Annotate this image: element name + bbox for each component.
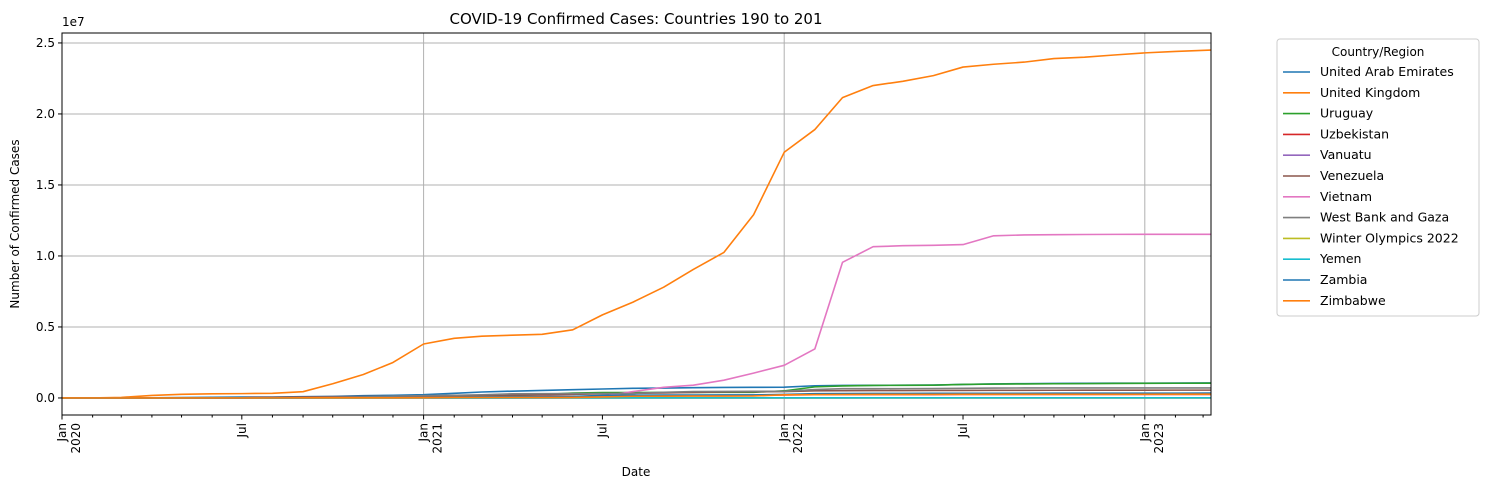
series-line-zimbabwe: [62, 393, 1211, 399]
x-tick-label: Jul: [956, 423, 970, 438]
x-tick-label: Jul: [595, 423, 609, 438]
legend-label-winter-olympics-2022: Winter Olympics 2022: [1320, 230, 1459, 245]
x-tick-year-label: 2023: [1152, 423, 1166, 454]
legend-frame: [1276, 38, 1480, 317]
legend-title: Country/Region: [1332, 45, 1425, 59]
x-axis-label: Date: [622, 465, 651, 479]
plot-frame-background: [62, 33, 1211, 415]
x-tick-label: Jan: [55, 423, 69, 443]
x-tick-year-label: 2022: [791, 423, 805, 454]
legend-label-yemen: Yemen: [1319, 251, 1361, 266]
legend-label-uruguay: Uruguay: [1320, 106, 1374, 121]
series-lines: [62, 49, 1211, 399]
y-axis-label: Number of Confirmed Cases: [8, 139, 22, 308]
legend: Country/Region United Arab EmiratesUnite…: [1276, 38, 1480, 317]
y-tick-label: 2.0: [36, 107, 55, 121]
plot-frame: [61, 32, 1212, 416]
legend-label-zimbabwe: Zimbabwe: [1320, 293, 1386, 308]
plot-area: Jan 2020 Jul Jan 2021 Jul Jan 2022 Jul Jan 2023 0.…: [36, 32, 1212, 454]
legend-label-vanuatu: Vanuatu: [1320, 147, 1372, 162]
series-line-united-kingdom: [62, 49, 1211, 399]
legend-label-uzbekistan: Uzbekistan: [1320, 126, 1389, 141]
legend-label-zambia: Zambia: [1320, 272, 1367, 287]
x-tick-label: Jul: [235, 423, 249, 438]
x-axis-ticks: Jan 2020 Jul Jan 2021 Jul Jan 2022 Jul Jan 2023: [55, 415, 1204, 454]
x-tick-label: Jan: [777, 423, 791, 443]
y-offset-label: 1e7: [62, 15, 85, 29]
y-axis-ticks: 0.0 0.5 1.0 1.5 2.0 2.5: [36, 36, 62, 405]
legend-label-venezuela: Venezuela: [1320, 168, 1384, 183]
y-tick-label: 1.0: [36, 249, 55, 263]
y-tick-label: 2.5: [36, 36, 55, 50]
x-tick-label: Jan: [417, 423, 431, 443]
y-tick-label: 0.0: [36, 391, 55, 405]
x-tick-label: Jan: [1138, 423, 1152, 443]
legend-label-west-bank-and-gaza: West Bank and Gaza: [1320, 210, 1449, 225]
legend-label-united-arab-emirates: United Arab Emirates: [1320, 64, 1454, 79]
legend-label-united-kingdom: United Kingdom: [1320, 85, 1420, 100]
y-tick-label: 0.5: [36, 320, 55, 334]
chart-title: COVID-19 Confirmed Cases: Countries 190 …: [449, 10, 822, 28]
x-tick-year-label: 2021: [431, 423, 445, 454]
y-tick-label: 1.5: [36, 178, 55, 192]
legend-label-vietnam: Vietnam: [1320, 189, 1372, 204]
legend-items: United Arab Emirates United Kingdom Urugua…: [1283, 64, 1459, 308]
x-tick-year-label: 2020: [69, 423, 83, 454]
